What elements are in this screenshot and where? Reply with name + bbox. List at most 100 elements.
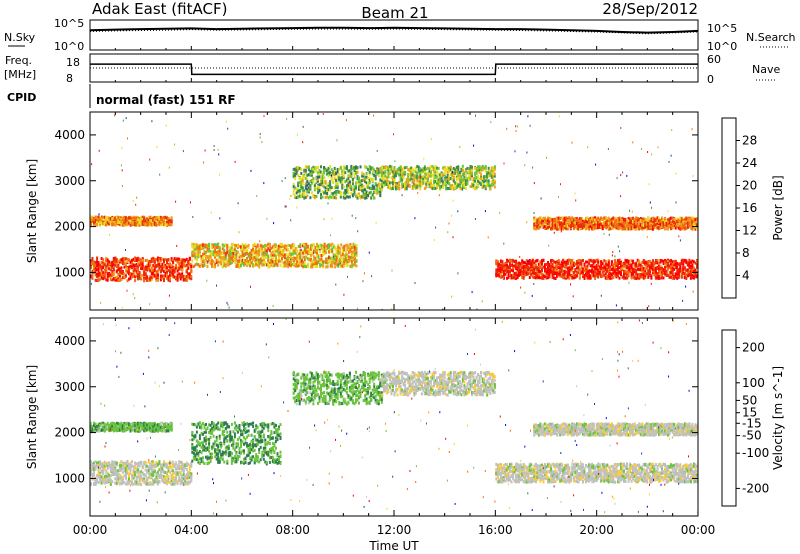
power-cell — [341, 170, 344, 173]
power-cell — [493, 165, 496, 169]
power-cell — [495, 271, 498, 274]
power-cell — [600, 260, 603, 264]
power-cell — [353, 191, 356, 195]
power-cell — [319, 263, 321, 267]
power-cell — [613, 273, 616, 277]
power-cell — [460, 181, 463, 185]
power-cell — [303, 264, 306, 268]
power-cell — [484, 169, 487, 173]
power-cell — [176, 278, 179, 282]
power-cell — [664, 261, 667, 264]
power-cell — [522, 260, 525, 264]
power-cell — [677, 270, 680, 274]
power-cell — [255, 245, 258, 249]
power-cell — [651, 263, 654, 267]
power-cell — [566, 266, 569, 270]
power-cell — [404, 184, 407, 188]
power-cell — [170, 271, 173, 274]
power-cell — [306, 190, 309, 194]
power-cell — [423, 175, 426, 179]
power-cell — [320, 247, 323, 251]
power-cell — [686, 269, 689, 273]
power-cell — [689, 267, 692, 271]
power-cell — [334, 246, 337, 250]
power-cell — [589, 274, 592, 278]
power-cell — [131, 223, 133, 227]
power-cell — [548, 268, 551, 271]
power-cell — [356, 170, 359, 174]
power-cell — [135, 218, 138, 222]
power-cell — [436, 184, 439, 188]
power-cell — [364, 196, 367, 200]
power-cell — [300, 259, 303, 263]
power-cell — [90, 259, 92, 263]
power-cell — [650, 275, 653, 279]
power-cell — [629, 263, 632, 267]
power-cell — [451, 186, 454, 190]
power-cell — [137, 223, 140, 227]
power-cell — [302, 255, 305, 259]
power-cell — [342, 185, 345, 189]
power-cell — [419, 171, 422, 175]
power-cell — [318, 175, 321, 179]
power-cell — [137, 258, 140, 262]
power-cell — [187, 272, 190, 276]
power-cell — [333, 186, 336, 190]
freq-tick-top: 18 — [66, 56, 80, 69]
power-cell — [490, 183, 493, 187]
power-cell — [332, 245, 335, 249]
power-cell — [306, 262, 309, 266]
power-cell — [115, 258, 118, 262]
power-cell — [388, 181, 391, 185]
power-cell — [365, 171, 368, 175]
power-cell — [299, 243, 302, 247]
power-cell — [368, 179, 371, 182]
power-cell — [683, 271, 686, 275]
power-cell — [214, 255, 217, 259]
power-cell — [630, 276, 633, 280]
power-cell — [121, 276, 124, 279]
power-cell — [449, 186, 452, 190]
nave-tick-top: 60 — [707, 53, 721, 66]
power-cell — [457, 174, 460, 178]
power-cell — [342, 168, 345, 172]
power-cell — [156, 262, 159, 266]
power-cell — [474, 186, 477, 190]
power-cell — [274, 249, 277, 253]
power-cell — [518, 262, 521, 265]
power-cell — [347, 245, 350, 249]
power-cell — [318, 172, 321, 176]
power-cell — [203, 249, 206, 253]
power-cell — [452, 186, 455, 189]
power-cell — [221, 247, 224, 251]
power-cell — [368, 181, 371, 185]
power-cell — [405, 177, 408, 181]
power-cell — [220, 257, 223, 261]
power-cell — [692, 269, 695, 273]
power-cell — [338, 190, 341, 194]
power-cell — [377, 168, 380, 172]
power-cell — [610, 276, 613, 280]
power-cell — [346, 263, 349, 267]
power-cell — [407, 177, 410, 181]
power-cell — [312, 193, 315, 197]
power-cell — [288, 244, 291, 248]
power-cell — [182, 278, 185, 282]
power-cell — [641, 273, 644, 277]
power-cell — [249, 264, 252, 268]
power-cell — [194, 244, 197, 248]
power-cell — [498, 272, 501, 276]
power-cell — [455, 165, 458, 169]
power-cell — [94, 269, 97, 272]
power-cell — [648, 273, 651, 277]
power-cell — [176, 260, 179, 264]
power-cell — [506, 276, 508, 280]
power-cell — [155, 276, 158, 280]
power-cell — [348, 174, 351, 178]
power-cell — [270, 246, 273, 250]
power-cell — [393, 175, 396, 179]
power-cell — [323, 166, 326, 169]
power-cell — [600, 267, 603, 271]
power-cell — [385, 182, 388, 186]
power-cell — [398, 172, 401, 176]
